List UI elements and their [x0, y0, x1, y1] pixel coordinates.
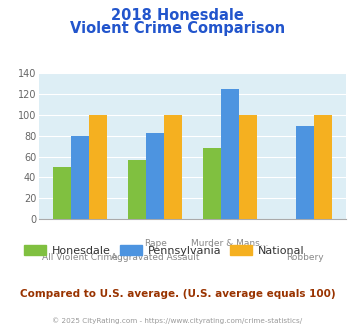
Bar [239, 115, 257, 219]
Bar [203, 148, 221, 219]
Bar [128, 160, 146, 219]
Bar [53, 167, 71, 219]
Text: Rape: Rape [144, 239, 166, 248]
Bar [71, 136, 89, 219]
Text: Murder & Mans...: Murder & Mans... [191, 239, 269, 248]
Bar [221, 89, 239, 219]
Bar [314, 115, 332, 219]
Text: Compared to U.S. average. (U.S. average equals 100): Compared to U.S. average. (U.S. average … [20, 289, 335, 299]
Text: Aggravated Assault: Aggravated Assault [111, 253, 199, 262]
Text: Violent Crime Comparison: Violent Crime Comparison [70, 21, 285, 36]
Bar [89, 115, 107, 219]
Text: All Violent Crime: All Violent Crime [42, 253, 118, 262]
Legend: Honesdale, Pennsylvania, National: Honesdale, Pennsylvania, National [20, 240, 309, 260]
Text: Robbery: Robbery [286, 253, 324, 262]
Text: © 2025 CityRating.com - https://www.cityrating.com/crime-statistics/: © 2025 CityRating.com - https://www.city… [53, 317, 302, 324]
Bar [164, 115, 182, 219]
Bar [146, 133, 164, 219]
Bar [296, 126, 314, 219]
Text: 2018 Honesdale: 2018 Honesdale [111, 8, 244, 23]
